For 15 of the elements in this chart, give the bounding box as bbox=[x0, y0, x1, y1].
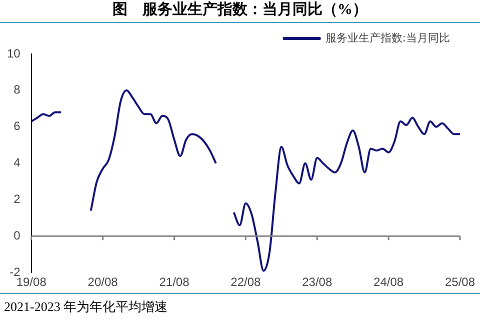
y-tick-label: 6 bbox=[14, 119, 21, 134]
text: 2021-2023 年为年化平均增速 bbox=[4, 299, 168, 314]
y-tick-label: 2 bbox=[14, 192, 21, 206]
y-tick-label: 4 bbox=[14, 156, 21, 170]
y-tick-label: 0 bbox=[14, 228, 21, 242]
x-tick-label: 20/08 bbox=[88, 275, 118, 290]
x-tick-label: 22/08 bbox=[230, 275, 262, 290]
legend-label: 服务业生产指数:当月同比 bbox=[325, 31, 450, 44]
x-tick-label: 25/08 bbox=[444, 275, 476, 290]
x-tick-label: 21/08 bbox=[159, 275, 190, 290]
y-tick-label: 8 bbox=[14, 82, 21, 97]
x-tick-label: 23/08 bbox=[302, 275, 332, 290]
chart-title: 图 服务业生产指数：当月同比（%） bbox=[0, 0, 480, 23]
y-tick-label: 10 bbox=[6, 46, 21, 60]
x-tick-label: 24/08 bbox=[374, 275, 404, 290]
